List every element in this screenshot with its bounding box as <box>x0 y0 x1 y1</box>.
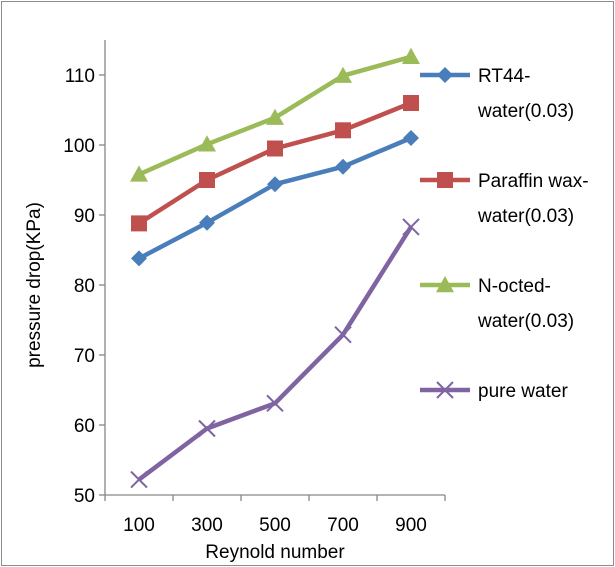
legend-marker <box>437 172 453 188</box>
y-tick-label: 80 <box>74 276 95 297</box>
data-point <box>334 325 352 344</box>
y-tick-label: 100 <box>63 136 95 157</box>
axes <box>99 40 446 501</box>
legend-label: Paraffin wax- <box>478 171 589 192</box>
y-tick-label: 70 <box>74 346 95 367</box>
x-mark-stroke <box>402 218 420 236</box>
data-point <box>131 250 147 267</box>
x-mark-stroke <box>130 470 148 489</box>
y-axis-title: pressure drop(KPa) <box>24 202 45 368</box>
x-mark-stroke <box>266 394 284 413</box>
legend-label: water(0.03) <box>477 311 574 332</box>
x-mark-stroke <box>436 381 454 399</box>
legend-label: water(0.03) <box>477 206 574 227</box>
x-tick-label: 700 <box>327 515 359 536</box>
x-tick-label: 500 <box>259 515 291 536</box>
data-point <box>130 165 148 182</box>
series-3 <box>130 218 420 489</box>
data-point <box>402 47 420 64</box>
data-point <box>402 218 420 236</box>
data-point <box>266 108 284 125</box>
data-point <box>267 176 283 193</box>
legend-entry: pure water <box>420 381 568 402</box>
data-point <box>403 95 419 111</box>
y-tick-label: 50 <box>74 486 95 507</box>
x-mark-stroke <box>198 419 216 438</box>
y-tick-label: 110 <box>65 66 95 87</box>
x-tick-label: 100 <box>123 515 155 536</box>
legend-entry: RT44- water(0.03) <box>420 66 574 122</box>
legend-label: pure water <box>478 381 568 402</box>
data-point <box>266 394 284 413</box>
data-point <box>130 470 148 489</box>
legend-marker <box>436 276 454 293</box>
data-point <box>199 214 215 231</box>
series-2 <box>130 47 420 182</box>
x-tick-label: 300 <box>191 515 223 536</box>
legend-entry: Paraffin wax-water(0.03) <box>420 171 589 227</box>
data-point <box>199 172 215 188</box>
data-point <box>335 158 351 175</box>
data-point <box>335 122 351 139</box>
data-point <box>403 130 419 146</box>
data-point <box>334 66 352 83</box>
tick-labels: 50 60 70 80 90 100 110 100 300 500 700 900 <box>63 66 427 536</box>
x-axis-title: Reynold number <box>205 542 345 563</box>
series-group <box>130 47 420 489</box>
x-mark-stroke <box>334 325 352 344</box>
data-point <box>267 140 283 157</box>
series-line <box>137 225 413 482</box>
legend-marker <box>436 381 454 399</box>
data-point <box>198 419 216 438</box>
data-point <box>131 215 147 232</box>
legend-entry: N-octed-water(0.03) <box>420 276 574 332</box>
y-tick-label: 90 <box>74 206 95 227</box>
legend: RT44-water(0.03)Paraffin wax-water(0.03)… <box>420 66 589 402</box>
legend-label: N-octed- <box>478 276 551 297</box>
series-0 <box>131 130 419 267</box>
legend-label: RT44- <box>478 66 530 87</box>
legend-marker <box>437 67 453 83</box>
y-tick-label: 60 <box>74 416 95 437</box>
series-1 <box>131 95 419 232</box>
data-point <box>198 135 216 152</box>
x-tick-label: 900 <box>395 515 427 536</box>
legend-label: water(0.03) <box>477 101 574 122</box>
